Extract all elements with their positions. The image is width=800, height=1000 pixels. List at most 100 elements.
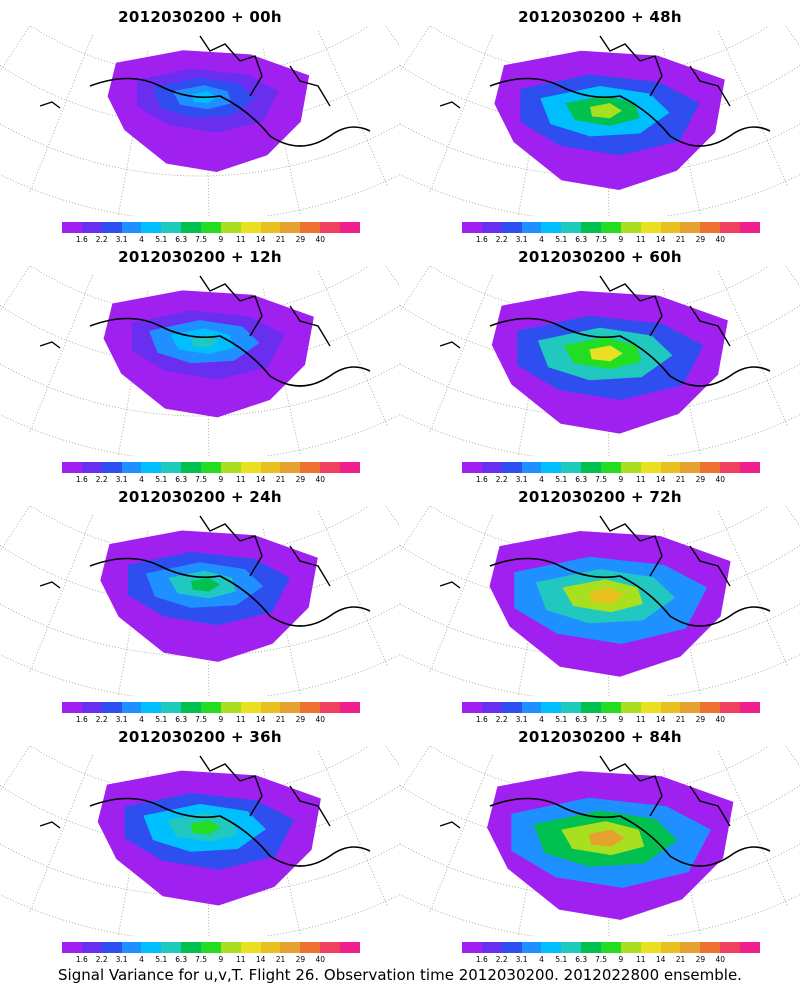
colorbar-tick-label: 5.1 (155, 955, 168, 964)
colorbar-tick-label: 21 (275, 715, 286, 724)
colorbar-swatch (620, 702, 641, 713)
colorbar-swatch (340, 942, 360, 953)
colorbar-swatch (700, 942, 721, 953)
colorbar-swatch (541, 462, 562, 473)
colorbar-tick-label: 2.2 (495, 235, 508, 244)
colorbar-tick-label: 9 (218, 235, 224, 244)
colorbar-labels: 1.6 2.2 3.1 4 5.1 6.3 7.5 9 11 14 21 29 40 (462, 235, 760, 245)
colorbar-swatch (240, 462, 261, 473)
panel-title: 2012030200 + 48h (518, 8, 682, 26)
colorbar-swatch (561, 942, 582, 953)
colorbar-swatch (121, 222, 142, 233)
colorbar-swatch (601, 702, 621, 713)
colorbar-labels: 1.6 2.2 3.1 4 5.1 6.3 7.5 9 11 14 21 29 40 (462, 955, 760, 965)
colorbar-tick-label: 11 (236, 475, 246, 484)
colorbar-swatch (700, 222, 721, 233)
colorbar-swatch (700, 462, 721, 473)
colorbar-swatch (62, 222, 82, 233)
colorbar-tick-label: 6.3 (575, 475, 588, 484)
colorbar-swatch (660, 942, 681, 953)
colorbar-swatch (161, 462, 182, 473)
map-panel-84h: 2012030200 + 84h 1.6 2.2 3.1 4 5.1 6.3 7.5 9 11 14… (400, 720, 800, 964)
colorbar-tick-label: 5.1 (155, 715, 168, 724)
colorbar-tick-label: 1.6 (475, 235, 488, 244)
colorbar-swatch (320, 222, 341, 233)
colorbar-swatch (260, 702, 281, 713)
colorbar-labels: 1.6 2.2 3.1 4 5.1 6.3 7.5 9 11 14 21 29 40 (62, 955, 360, 965)
colorbar-tick-label: 29 (695, 715, 706, 724)
colorbar-swatch (220, 222, 241, 233)
colorbar-swatch (581, 702, 602, 713)
colorbar-tick-label: 29 (295, 235, 306, 244)
colorbar-swatch (521, 942, 542, 953)
colorbar-labels: 1.6 2.2 3.1 4 5.1 6.3 7.5 9 11 14 21 29 40 (62, 235, 360, 245)
colorbar-swatch (462, 222, 482, 233)
colorbar-tick-label: 29 (295, 955, 306, 964)
variance-map (0, 506, 400, 696)
colorbar-swatch (181, 942, 202, 953)
variance-map (400, 266, 800, 456)
colorbar-tick-label: 2.2 (95, 235, 108, 244)
colorbar-tick-label: 11 (236, 235, 246, 244)
colorbar-swatch (462, 462, 482, 473)
colorbar-tick-label: 5.1 (555, 955, 568, 964)
colorbar-swatch (660, 702, 681, 713)
colorbar-tick-label: 11 (636, 955, 646, 964)
colorbar-swatch (680, 702, 701, 713)
colorbar-tick-label: 14 (255, 475, 266, 484)
colorbar-swatch (280, 702, 301, 713)
colorbar-swatch (260, 222, 281, 233)
colorbar-swatch (340, 222, 360, 233)
colorbar-tick-label: 9 (618, 715, 624, 724)
colorbar-tick-label: 3.1 (515, 235, 528, 244)
colorbar-swatch (280, 222, 301, 233)
panel-title: 2012030200 + 00h (118, 8, 282, 26)
colorbar-swatch (740, 462, 760, 473)
colorbar-swatch (501, 702, 522, 713)
colorbar-swatch (300, 222, 321, 233)
colorbar-tick-label: 5.1 (555, 715, 568, 724)
colorbar-swatch (740, 942, 760, 953)
colorbar-tick-label: 7.5 (195, 715, 208, 724)
variance-map (0, 26, 400, 216)
colorbar-swatch (640, 222, 661, 233)
colorbar-tick-label: 3.1 (115, 475, 128, 484)
colorbar-tick-label: 3.1 (515, 475, 528, 484)
colorbar-tick-label: 29 (295, 475, 306, 484)
colorbar-swatch (620, 462, 641, 473)
colorbar-tick-label: 4 (539, 955, 544, 964)
colorbar-swatch (501, 942, 522, 953)
colorbar-tick-label: 5.1 (155, 235, 168, 244)
colorbar-swatch (740, 222, 760, 233)
colorbar-swatch (101, 702, 122, 713)
colorbar-swatch (62, 702, 82, 713)
colorbar-swatch (81, 702, 102, 713)
colorbar-swatch (660, 462, 681, 473)
colorbar-swatch (141, 942, 162, 953)
colorbar-swatch (340, 462, 360, 473)
colorbar-labels: 1.6 2.2 3.1 4 5.1 6.3 7.5 9 11 14 21 29 40 (462, 715, 760, 725)
colorbar-tick-label: 11 (636, 475, 646, 484)
colorbar-tick-label: 6.3 (175, 475, 188, 484)
colorbar-swatch (121, 942, 142, 953)
colorbar-tick-label: 40 (315, 475, 326, 484)
colorbar-tick-label: 6.3 (575, 955, 588, 964)
colorbar-tick-label: 21 (675, 475, 686, 484)
colorbar (62, 702, 360, 713)
colorbar-tick-label: 40 (715, 715, 726, 724)
colorbar-tick-label: 2.2 (95, 715, 108, 724)
colorbar-tick-label: 40 (315, 715, 326, 724)
colorbar-tick-label: 1.6 (475, 955, 488, 964)
colorbar-tick-label: 21 (275, 235, 286, 244)
colorbar-swatch (260, 942, 281, 953)
colorbar (62, 942, 360, 953)
colorbar-tick-label: 3.1 (115, 955, 128, 964)
colorbar-swatch (201, 702, 221, 713)
colorbar-tick-label: 21 (675, 715, 686, 724)
colorbar-tick-label: 11 (636, 235, 646, 244)
colorbar (462, 942, 760, 953)
map-panel-24h: 2012030200 + 24h 1.6 2.2 3.1 4 5.1 6.3 7.5 9 11 14… (0, 480, 400, 724)
colorbar-tick-label: 6.3 (175, 235, 188, 244)
colorbar-swatch (220, 942, 241, 953)
colorbar-swatch (561, 702, 582, 713)
